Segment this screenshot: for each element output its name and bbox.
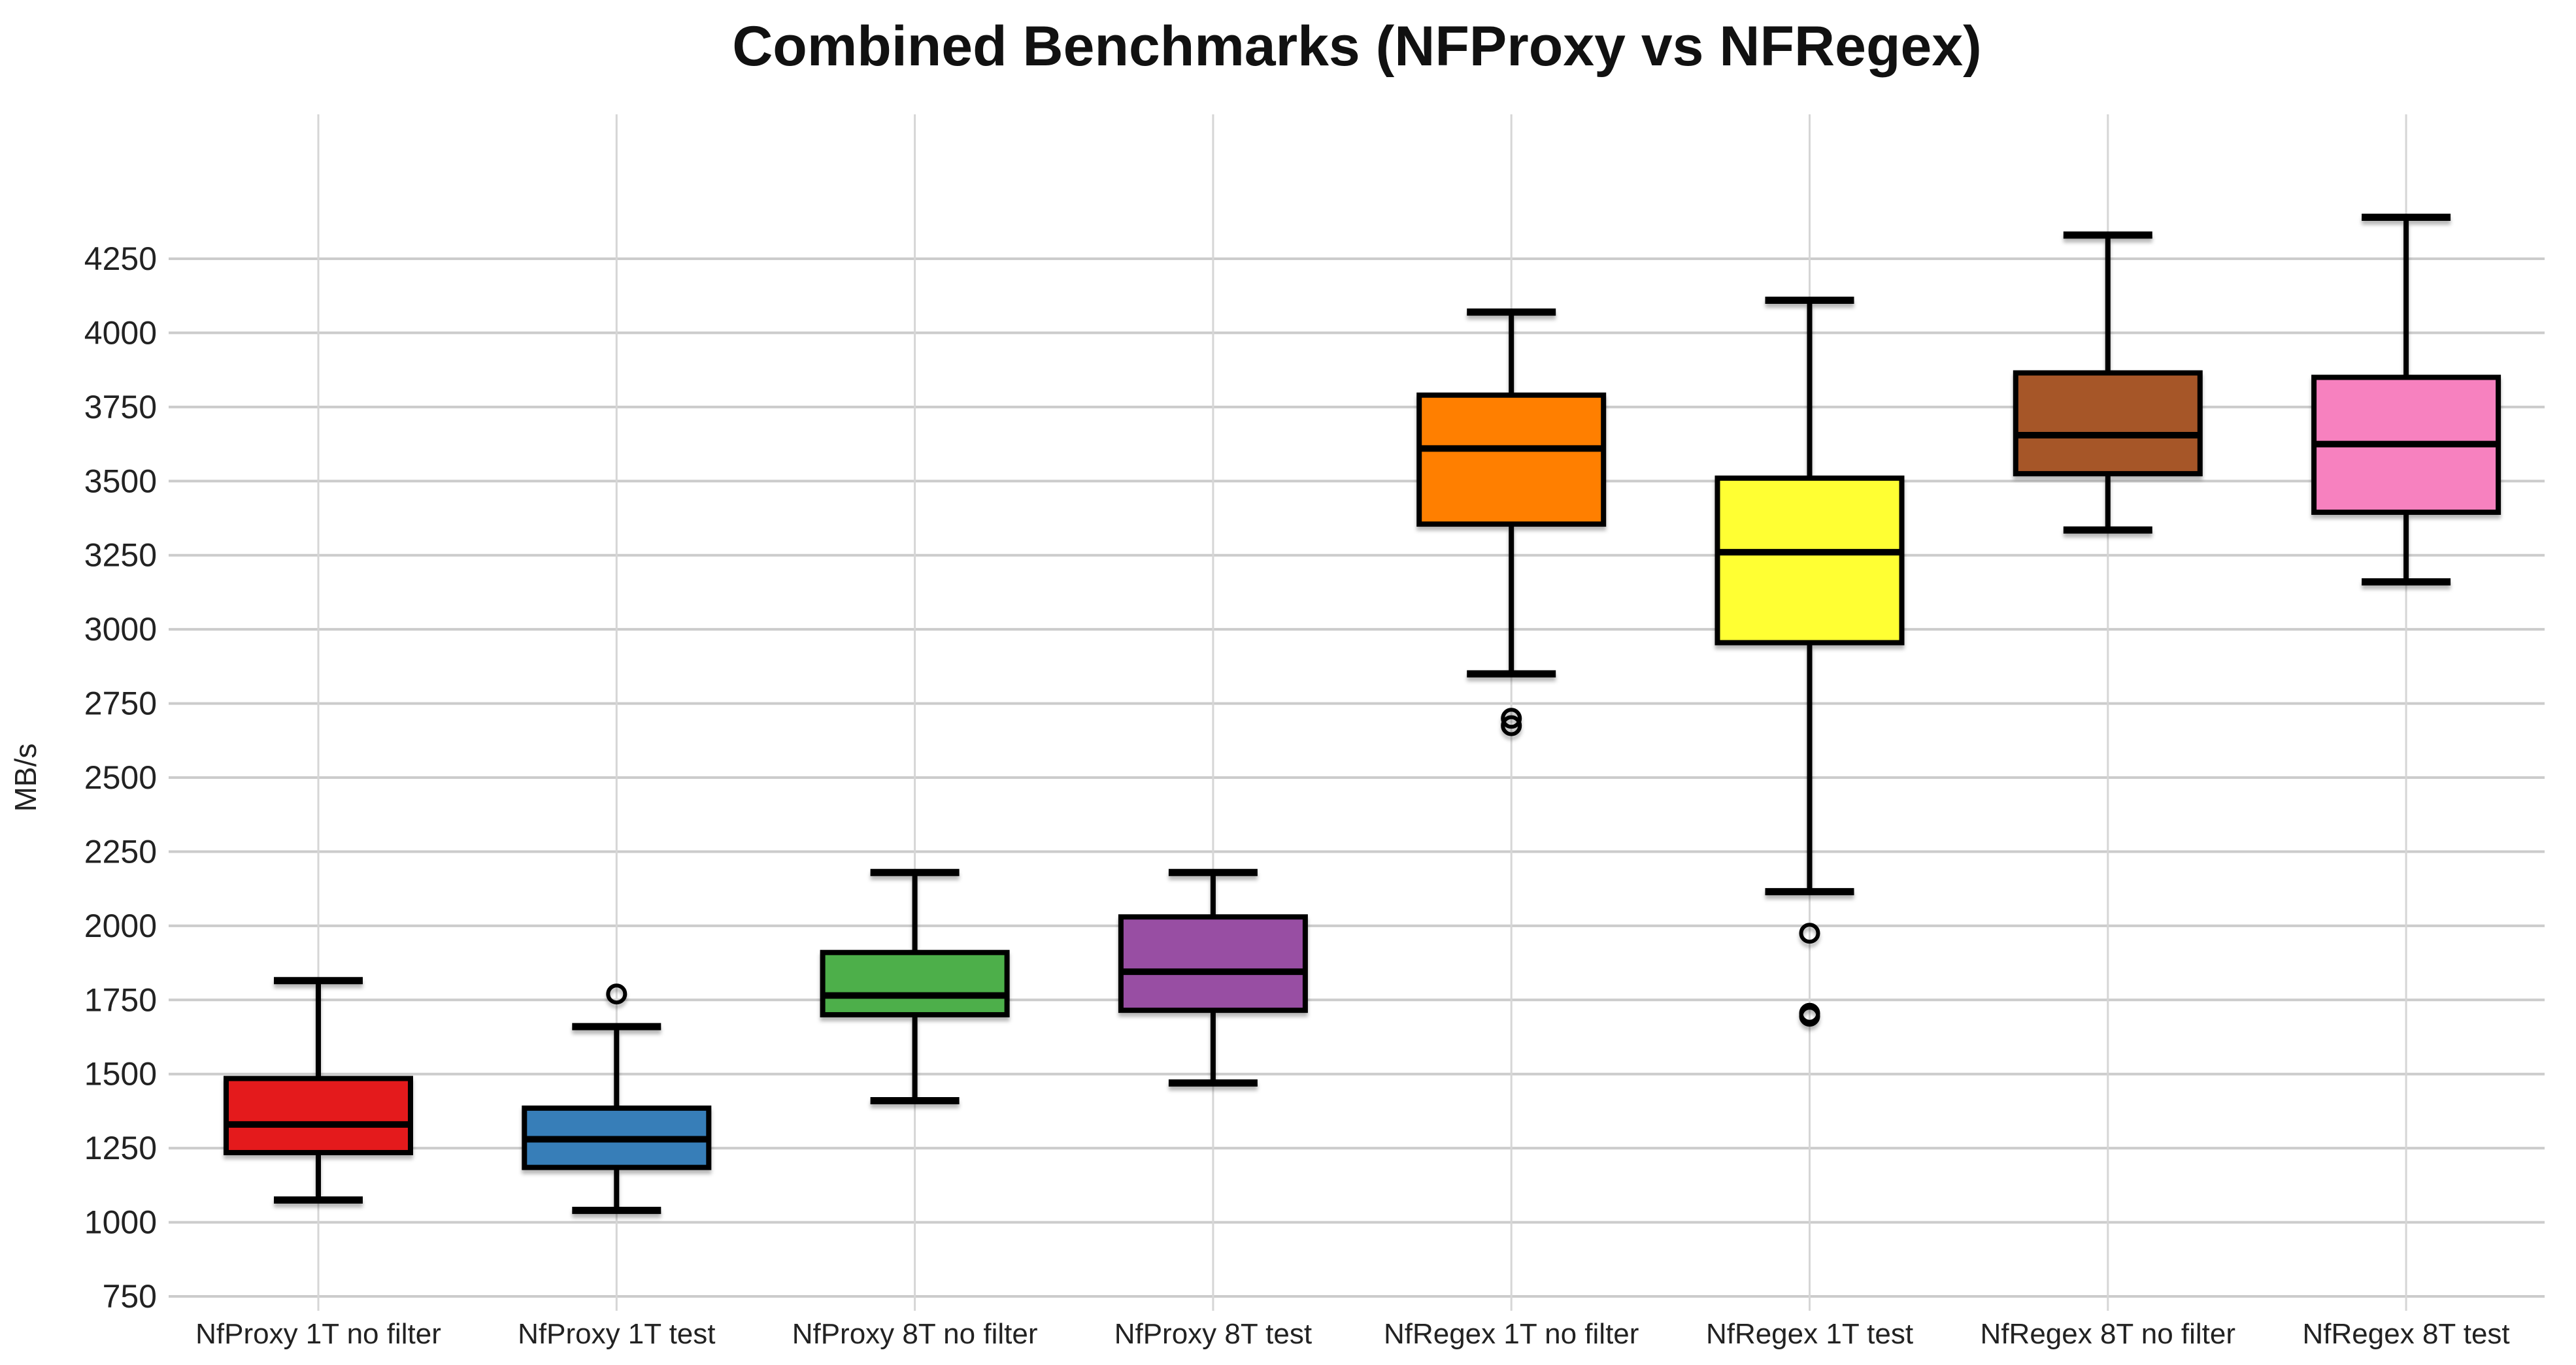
x-category-label: NfRegex 8T no filter bbox=[1981, 1318, 2235, 1350]
x-category-label: NfRegex 1T no filter bbox=[1384, 1318, 1639, 1350]
box-group-5 bbox=[1416, 308, 1607, 736]
outlier-point bbox=[1799, 923, 1820, 944]
x-category-label: NfProxy 1T test bbox=[518, 1318, 715, 1350]
x-category-label: NfRegex 8T test bbox=[2303, 1318, 2510, 1350]
y-tick-label: 3000 bbox=[84, 611, 157, 648]
iqr-box bbox=[1416, 392, 1607, 527]
box-group-1 bbox=[224, 977, 413, 1204]
y-axis-label: MB/s bbox=[8, 744, 42, 812]
y-tick-label: 2000 bbox=[84, 908, 157, 944]
y-tick-label: 4000 bbox=[84, 314, 157, 351]
y-tick-label: 1250 bbox=[84, 1130, 157, 1166]
iqr-box bbox=[1118, 914, 1308, 1013]
x-category-label: NfProxy 8T test bbox=[1114, 1318, 1312, 1350]
y-tick-label: 3500 bbox=[84, 463, 157, 499]
iqr-box bbox=[1715, 475, 1905, 646]
iqr-box bbox=[224, 1076, 413, 1155]
axis-text-layer: Combined Benchmarks (NFProxy vs NFRegex)… bbox=[8, 15, 2510, 1350]
x-category-label: NfRegex 1T test bbox=[1706, 1318, 1913, 1350]
y-tick-label: 2750 bbox=[84, 685, 157, 722]
iqr-box bbox=[820, 949, 1010, 1017]
y-tick-label: 4250 bbox=[84, 240, 157, 277]
outlier-point bbox=[606, 983, 627, 1005]
x-category-label: NfProxy 1T no filter bbox=[195, 1318, 441, 1350]
y-tick-label: 1500 bbox=[84, 1056, 157, 1093]
outlier-point bbox=[1501, 715, 1522, 736]
y-tick-label: 3750 bbox=[84, 389, 157, 425]
box-layer bbox=[224, 213, 2501, 1214]
y-tick-label: 750 bbox=[103, 1278, 157, 1315]
y-tick-label: 2250 bbox=[84, 833, 157, 870]
y-tick-label: 3250 bbox=[84, 537, 157, 574]
box-group-2 bbox=[522, 983, 712, 1214]
chart-title: Combined Benchmarks (NFProxy vs NFRegex) bbox=[732, 15, 1982, 78]
box-group-4 bbox=[1118, 868, 1308, 1087]
box-group-8 bbox=[2311, 213, 2501, 586]
outlier-point bbox=[1799, 1006, 1820, 1027]
box-group-7 bbox=[2013, 231, 2203, 534]
outlier-point bbox=[1501, 708, 1522, 729]
box-group-6 bbox=[1715, 297, 1905, 1027]
iqr-box bbox=[2013, 370, 2203, 476]
y-tick-label: 2500 bbox=[84, 759, 157, 796]
x-category-label: NfProxy 8T no filter bbox=[792, 1318, 1038, 1350]
y-tick-label: 1000 bbox=[84, 1204, 157, 1241]
box-group-3 bbox=[820, 868, 1010, 1105]
y-tick-label: 1750 bbox=[84, 981, 157, 1018]
